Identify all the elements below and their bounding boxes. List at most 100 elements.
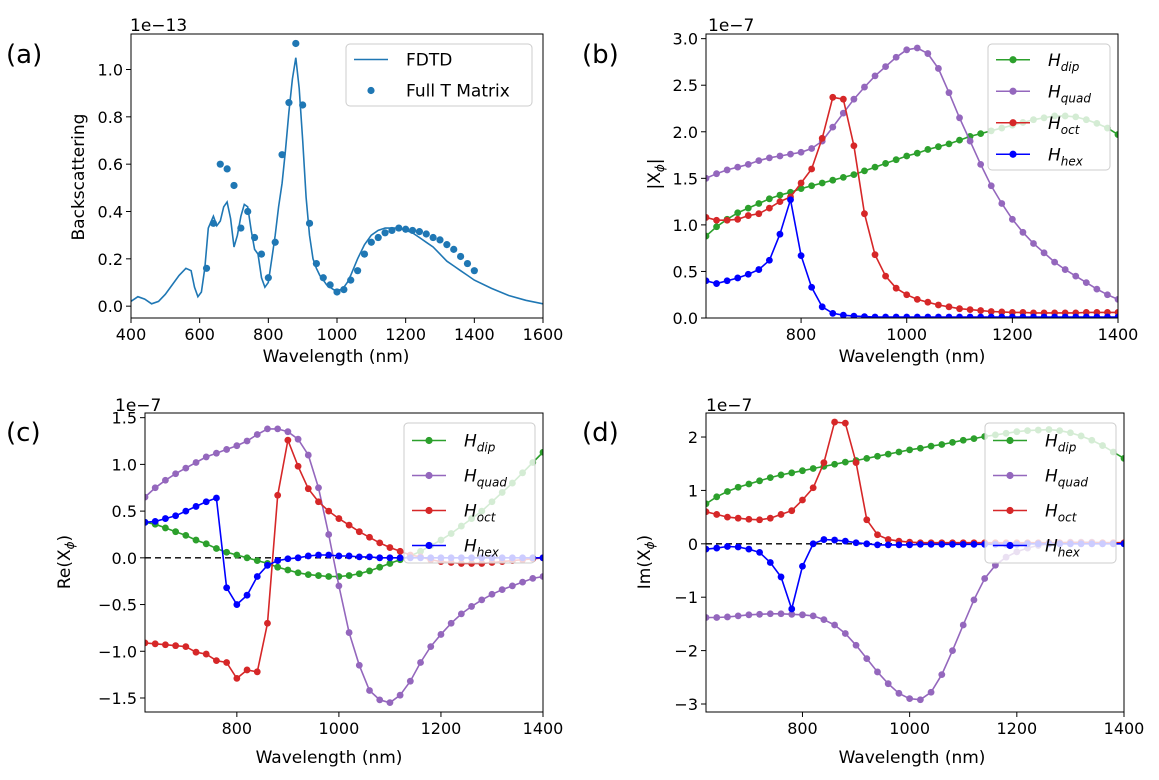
legend-box-a <box>345 43 533 107</box>
data-point-H_oct <box>366 533 373 541</box>
data-point-H_hex <box>797 252 805 260</box>
data-point-H_hex <box>294 554 302 562</box>
data-point-H_quad <box>724 613 731 621</box>
data-point-H_hex <box>325 551 333 559</box>
ytick-label-d: 0 <box>688 535 698 554</box>
data-point-H_quad <box>892 53 900 61</box>
data-point-H_oct <box>987 308 995 315</box>
data-point-H_dip <box>777 471 785 479</box>
data-point-H_quad <box>1114 295 1118 303</box>
legend-label-b: Hoct <box>1048 114 1081 137</box>
data-point-H_oct <box>799 496 806 504</box>
data-point-H_hex <box>820 536 828 543</box>
data-point-H_quad <box>182 464 190 472</box>
data-point-H_quad <box>1051 258 1059 266</box>
data-point-H_hex <box>903 313 911 318</box>
data-point-H_oct <box>839 95 847 103</box>
data-point-H_dip <box>924 146 932 153</box>
data-point-Full T Matrix <box>299 101 307 109</box>
legend-label-sub: quad <box>477 476 508 490</box>
data-point-H_dip <box>1120 454 1124 462</box>
data-point-H_oct <box>734 215 742 223</box>
xlabel-d: Wavelength (nm) <box>839 748 986 768</box>
legend-label-c: Hquad <box>464 467 507 490</box>
data-point-H_hex <box>1040 313 1048 318</box>
data-point-H_quad <box>938 671 946 679</box>
data-point-H_hex <box>223 584 231 592</box>
legend-label-main: H <box>1048 114 1061 134</box>
ytick-label-c: −1.0 <box>98 642 137 661</box>
data-point-H_hex <box>787 196 794 204</box>
data-point-H_oct <box>850 142 858 150</box>
data-point-H_hex <box>734 543 742 551</box>
data-point-H_quad <box>145 493 149 501</box>
data-point-H_oct <box>162 641 169 649</box>
data-point-Full T Matrix <box>374 233 382 242</box>
data-point-Full T Matrix <box>278 151 286 159</box>
data-point-H_hex <box>1019 313 1027 318</box>
data-point-H_oct <box>713 511 721 518</box>
ytick-label-d: −1 <box>674 588 698 607</box>
data-point-H_quad <box>850 95 858 103</box>
ytick-label-b: 1.5 <box>673 169 698 188</box>
data-point-H_hex <box>744 270 752 278</box>
data-point-H_hex <box>202 498 210 506</box>
data-point-H_quad <box>956 114 963 122</box>
ytick-label-c: 1.5 <box>112 409 137 428</box>
xtick-label-c: 1200 <box>421 719 462 738</box>
ytick-label-a: 0.0 <box>98 297 123 316</box>
xtick-label-c: 800 <box>222 719 253 738</box>
data-point-H_dip <box>376 563 384 571</box>
data-point-H_dip <box>253 557 261 565</box>
xtick-label-a: 600 <box>184 325 215 344</box>
data-point-H_hex <box>913 313 921 318</box>
data-point-H_quad <box>745 611 753 619</box>
data-point-H_oct <box>376 539 384 547</box>
data-point-H_hex <box>396 554 404 562</box>
data-point-H_hex <box>1114 313 1118 318</box>
data-point-H_dip <box>223 548 231 556</box>
ylabel-b: |Xϕ| <box>645 158 667 189</box>
legend-marker-d <box>1006 506 1014 515</box>
data-point-H_quad <box>386 699 394 707</box>
data-point-H_oct <box>151 640 159 648</box>
xlabel-b: Wavelength (nm) <box>839 347 986 367</box>
panel-b: (b) 1e−7 Wavelength (nm) |Xϕ| 800 1000 120… <box>582 16 1138 367</box>
data-point-H_quad <box>376 696 384 704</box>
data-point-H_quad <box>998 200 1006 207</box>
xtick-label-d: 1400 <box>1104 719 1145 738</box>
offset-label-d: 1e−7 <box>706 396 752 416</box>
legend-marker-c <box>425 471 433 480</box>
data-point-H_hex <box>386 554 394 562</box>
legend-label-a: Full T Matrix <box>406 82 510 102</box>
ytick-label-b: 3.0 <box>673 30 698 49</box>
data-point-H_oct <box>706 214 710 221</box>
ylabel-b-sub: ϕ <box>653 164 667 172</box>
data-point-H_quad <box>264 425 271 433</box>
data-point-H_oct <box>202 650 210 658</box>
xtick-label-a: 1000 <box>317 325 358 344</box>
data-point-H_hex <box>809 540 817 548</box>
data-point-H_oct <box>325 507 333 515</box>
data-point-H_hex <box>906 541 914 549</box>
data-point-H_hex <box>315 551 322 559</box>
legend-label-a: FDTD <box>406 51 452 71</box>
data-point-H_quad <box>713 170 720 178</box>
data-point-H_dip <box>935 143 942 151</box>
data-point-H_oct <box>913 295 921 303</box>
legend-label-b: Hquad <box>1048 82 1091 105</box>
data-point-H_oct <box>829 93 837 101</box>
data-point-H_dip <box>970 435 978 443</box>
data-point-Full T Matrix <box>347 276 355 284</box>
data-point-H_dip <box>734 483 742 491</box>
legend-marker-b <box>1009 87 1017 95</box>
ytick-label-d: −2 <box>674 642 698 661</box>
data-point-H_hex <box>724 543 731 550</box>
data-point-H_dip <box>243 554 251 562</box>
data-point-H_hex <box>745 545 753 553</box>
legend-label-sub: dip <box>1061 60 1080 74</box>
data-point-H_hex <box>841 537 849 545</box>
data-point-H_hex <box>756 548 763 556</box>
data-point-H_dip <box>956 136 963 144</box>
data-point-Full T Matrix <box>457 252 465 261</box>
